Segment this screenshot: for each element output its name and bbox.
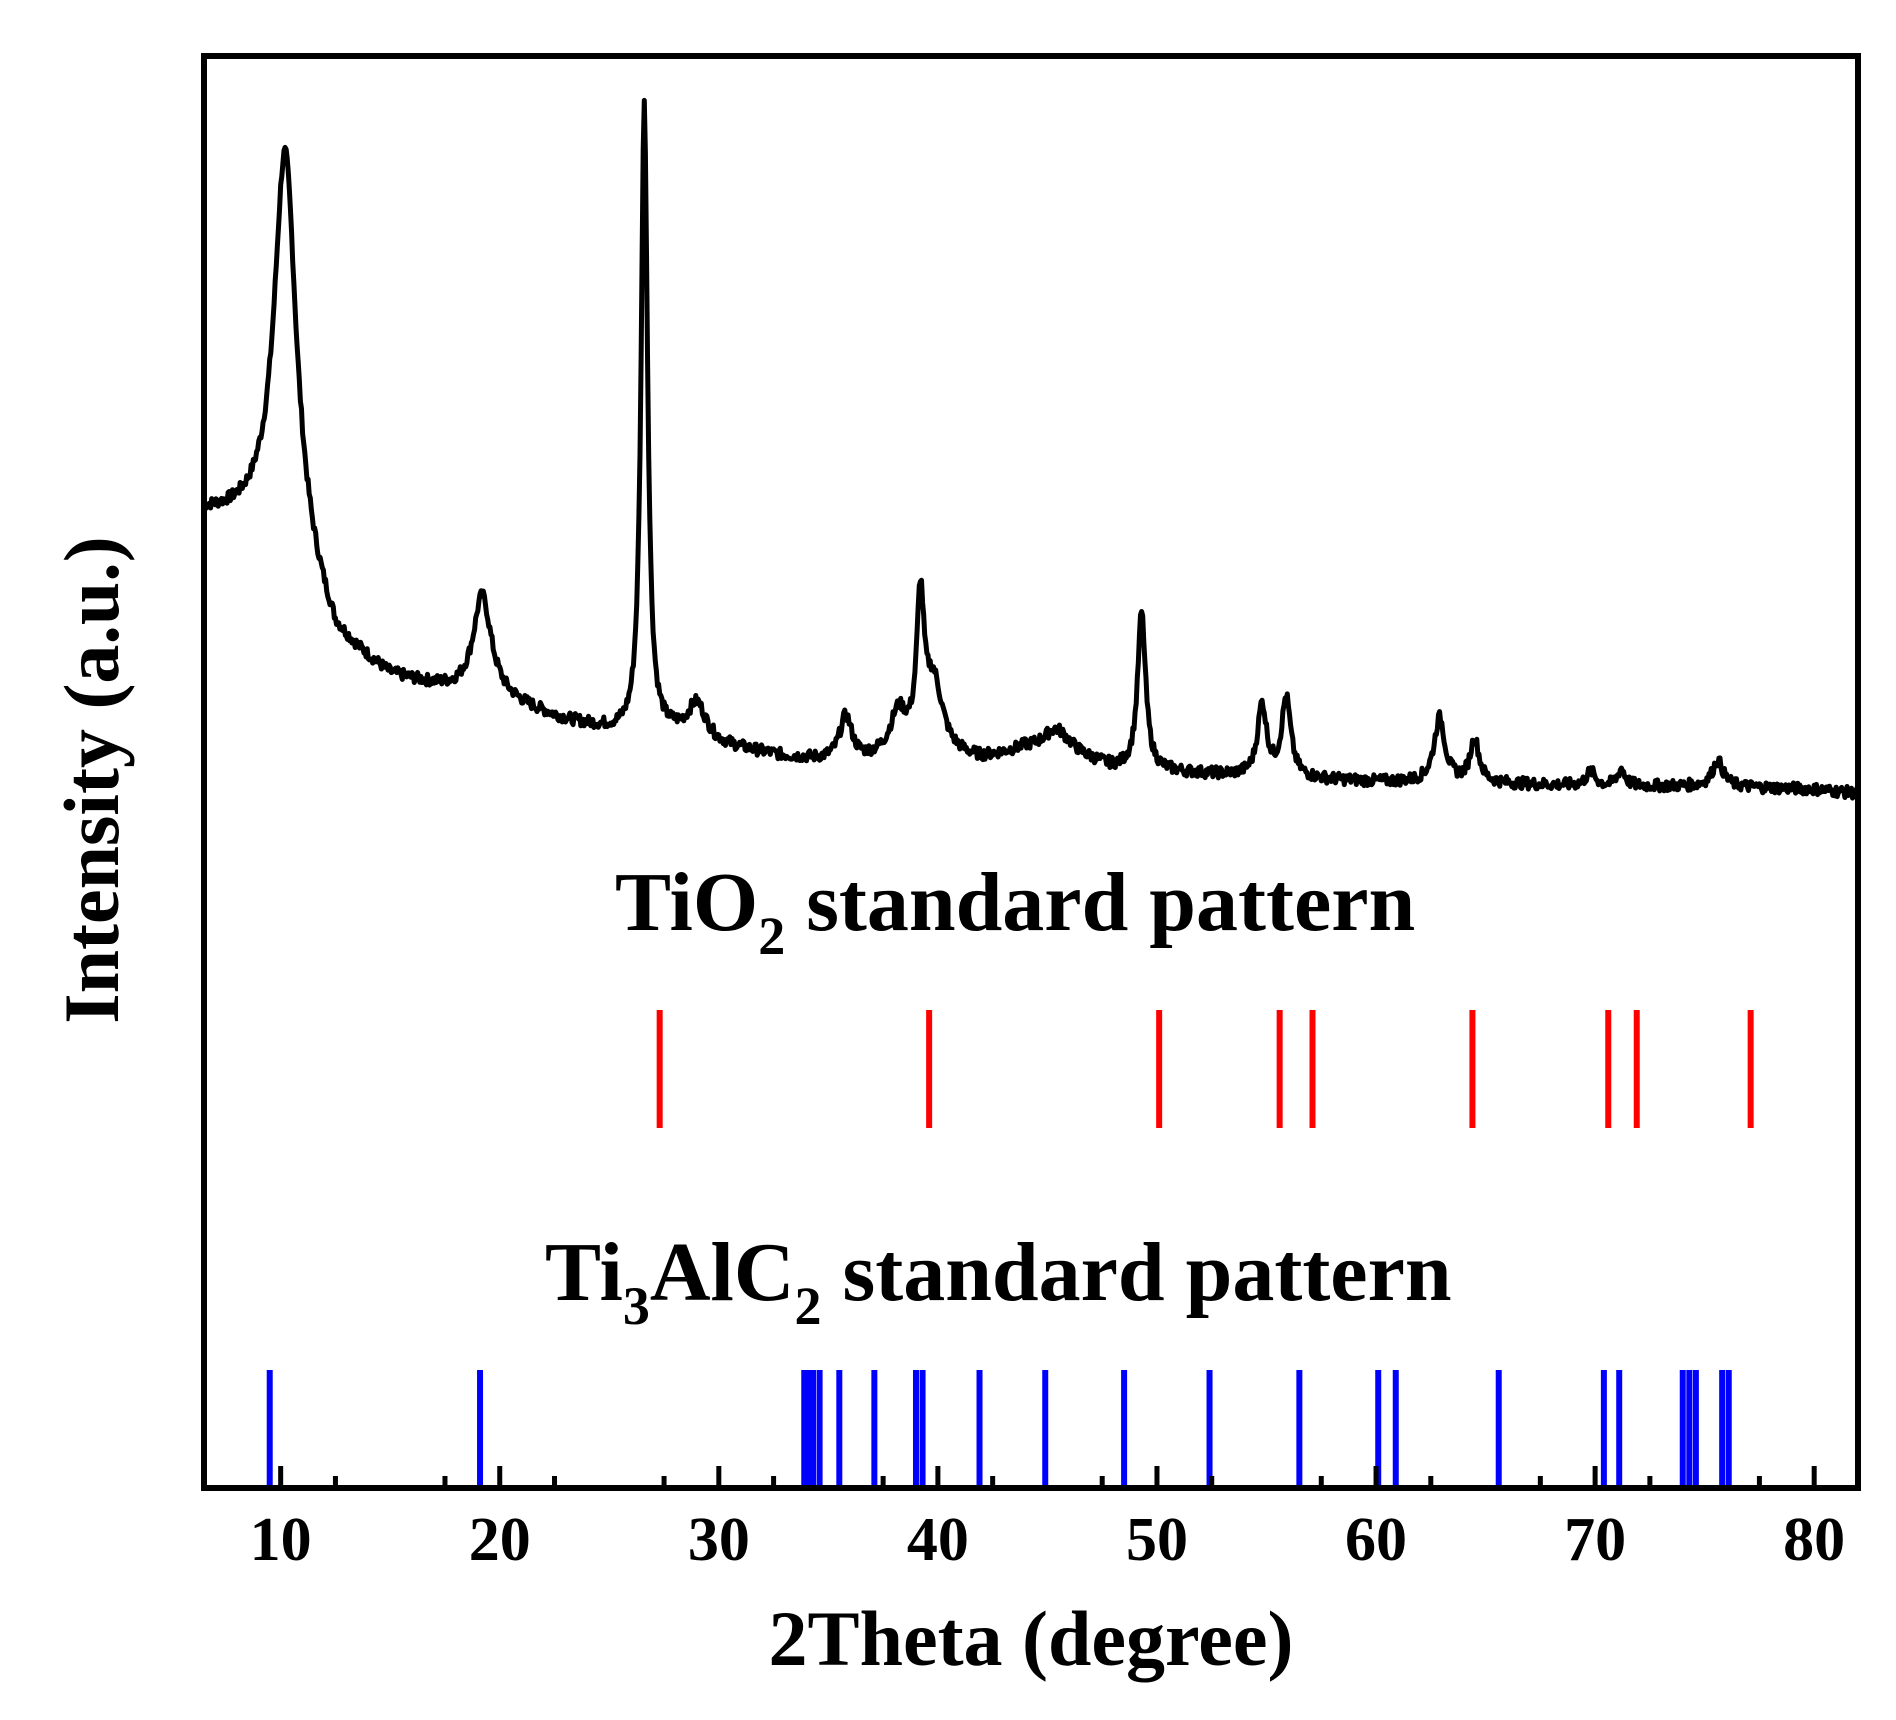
- x-tick-label-70: 70: [1564, 1506, 1626, 1574]
- x-tick-label-60: 60: [1345, 1506, 1407, 1574]
- x-tick-label-10: 10: [250, 1506, 312, 1574]
- ti3alc2-pattern-label: Ti3AlC2 standard pattern: [545, 1226, 1452, 1336]
- x-axis-ticks: 10 20 30 40 50 60 70 80: [250, 1466, 1845, 1574]
- sample-xrd-trace: [202, 97, 1861, 801]
- plot-frame: [201, 53, 1861, 1491]
- x-tick-label-40: 40: [907, 1506, 969, 1574]
- x-tick-label-80: 80: [1783, 1506, 1845, 1574]
- x-axis-label: 2Theta (degree): [769, 1595, 1294, 1682]
- reference-lines: [266, 1010, 1754, 1486]
- tio2-pattern-label: TiO2 standard pattern: [615, 856, 1415, 966]
- x-tick-label-50: 50: [1126, 1506, 1188, 1574]
- x-tick-label-20: 20: [469, 1506, 531, 1574]
- y-axis-label: Intensity (a.u.): [48, 536, 135, 1024]
- x-tick-label-30: 30: [688, 1506, 750, 1574]
